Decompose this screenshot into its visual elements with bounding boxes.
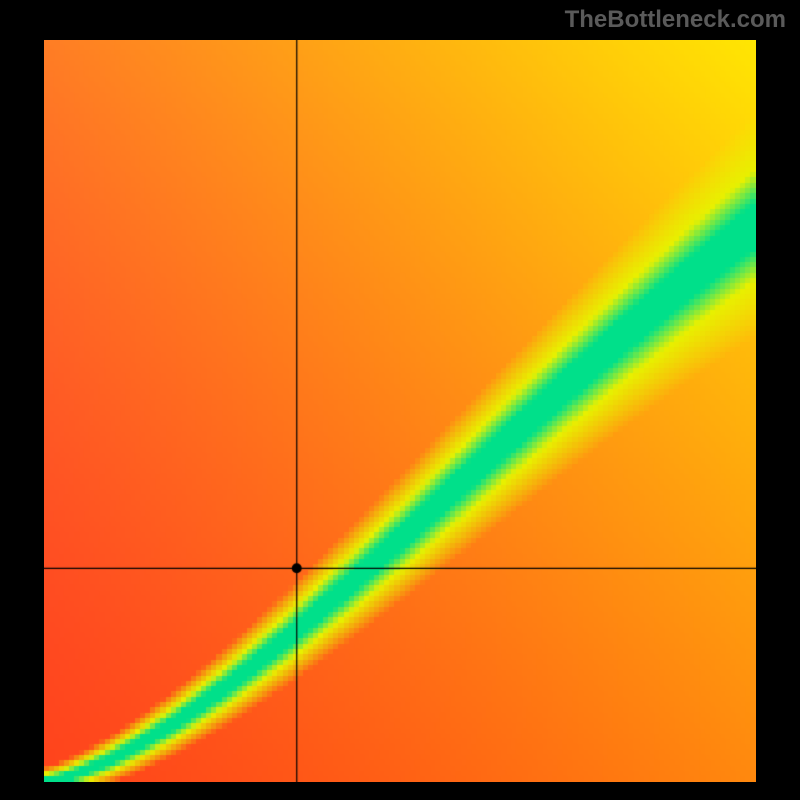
chart-container: TheBottleneck.com [0, 0, 800, 800]
watermark-text: TheBottleneck.com [565, 6, 786, 34]
heatmap-canvas [44, 40, 756, 782]
heatmap-plot [44, 40, 756, 782]
